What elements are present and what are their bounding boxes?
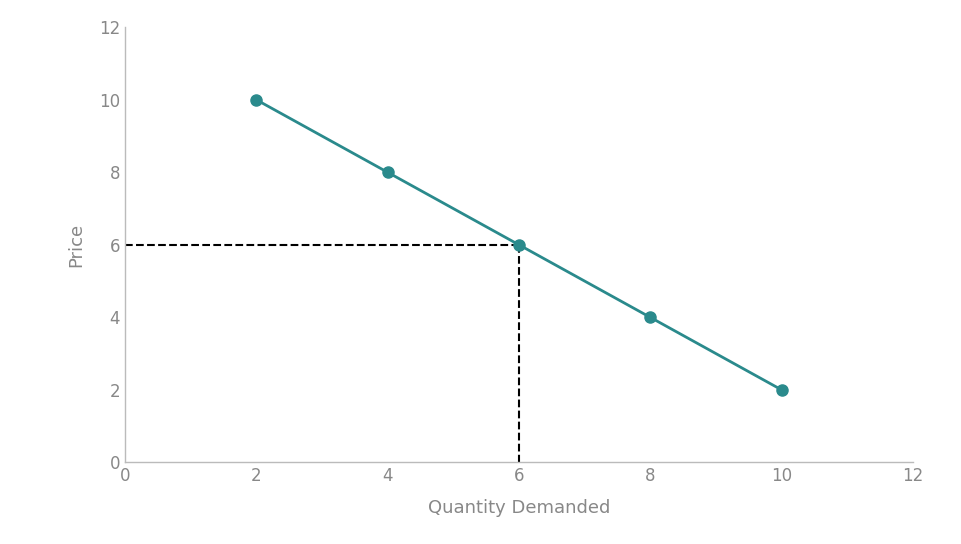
Y-axis label: Price: Price bbox=[67, 222, 85, 267]
X-axis label: Quantity Demanded: Quantity Demanded bbox=[428, 499, 610, 517]
